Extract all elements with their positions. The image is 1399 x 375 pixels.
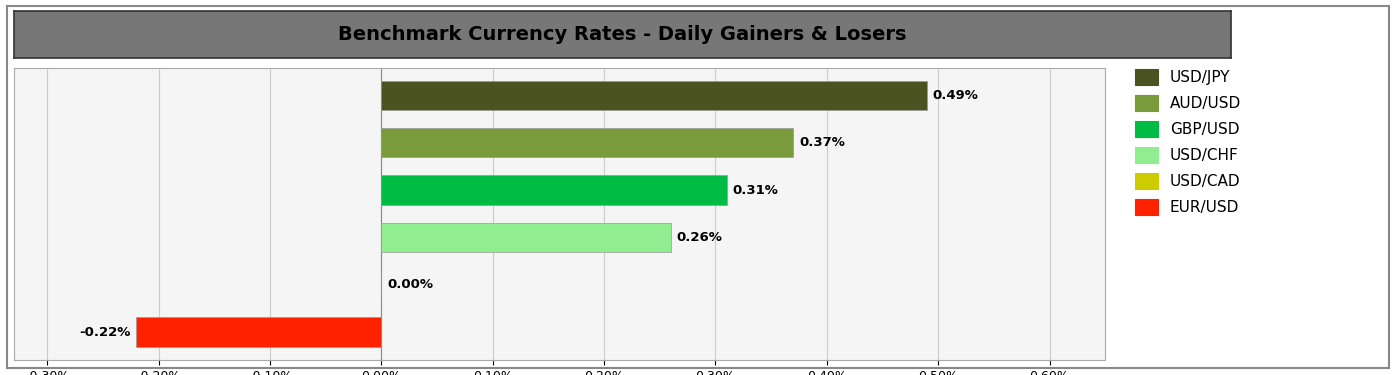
Bar [137,317,382,347]
Bar [382,223,672,252]
Text: Benchmark Currency Rates - Daily Gainers & Losers: Benchmark Currency Rates - Daily Gainers… [339,25,907,44]
Bar [382,176,726,205]
Text: 0.37%: 0.37% [799,136,845,149]
Bar [382,128,793,158]
Text: 0.00%: 0.00% [388,278,434,291]
Text: -0.22%: -0.22% [80,326,132,339]
Legend: USD/JPY, AUD/USD, GBP/USD, USD/CHF, USD/CAD, EUR/USD: USD/JPY, AUD/USD, GBP/USD, USD/CHF, USD/… [1135,69,1241,215]
Text: 0.31%: 0.31% [732,184,778,196]
Bar [382,81,928,110]
Text: 0.49%: 0.49% [933,89,978,102]
Text: 0.26%: 0.26% [677,231,722,244]
